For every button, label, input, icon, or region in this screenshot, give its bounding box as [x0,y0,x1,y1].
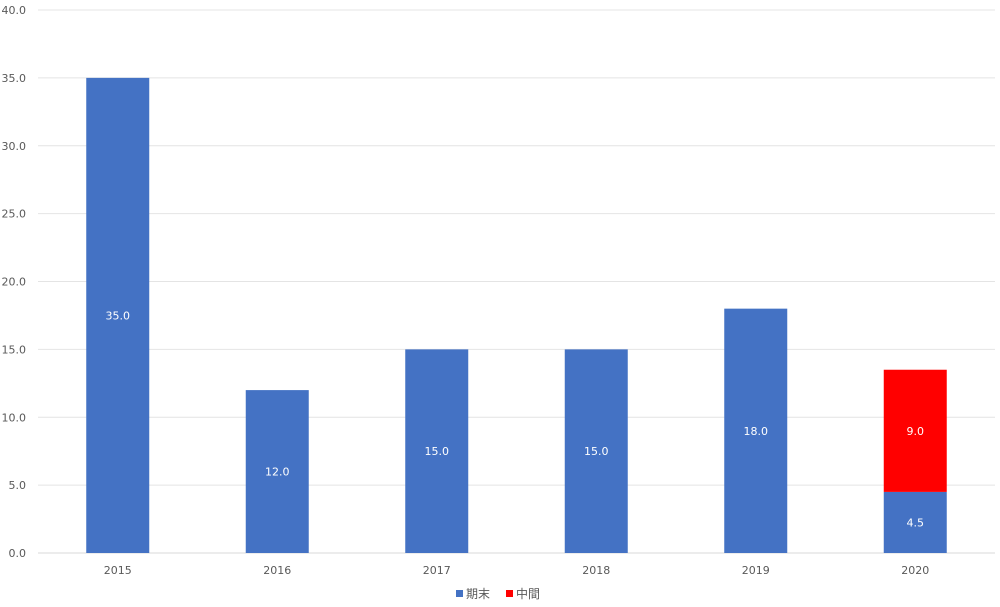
data-label: 15.0 [584,445,609,458]
bar-2020-series-0 [883,491,947,553]
bar-2015-series-0 [86,77,150,553]
data-label: 9.0 [907,425,925,438]
x-tick-label: 2017 [423,564,451,577]
y-axis-ticks: 0.0 5.0 10.0 15.0 20.0 25.0 30.0 35.0 40.0 [2,4,27,560]
legend-label: 期末 [466,587,490,601]
bar-2018-series-0 [564,349,628,553]
y-tick-label: 25.0 [2,208,27,221]
data-label: 12.0 [265,466,290,479]
bar-2017-series-0 [405,349,469,553]
bar-2019-series-0 [724,308,788,553]
data-label: 4.5 [907,516,925,529]
legend-swatch [456,590,463,597]
y-tick-label: 35.0 [2,72,27,85]
gridlines [38,9,995,554]
x-tick-label: 2016 [263,564,291,577]
y-tick-label: 5.0 [9,479,27,492]
legend-swatch [506,590,513,597]
bar-2016-series-0 [245,390,309,553]
y-tick-label: 0.0 [9,547,27,560]
y-tick-label: 40.0 [2,4,27,17]
x-tick-label: 2015 [104,564,132,577]
y-tick-label: 10.0 [2,411,27,424]
legend: 期末 中間 [456,586,540,601]
bars [86,77,947,553]
y-tick-label: 20.0 [2,276,27,289]
data-label: 35.0 [106,309,131,322]
data-label: 18.0 [744,425,769,438]
data-label: 15.0 [425,445,450,458]
y-tick-label: 30.0 [2,140,27,153]
x-tick-label: 2020 [901,564,929,577]
data-labels: 35.0 12.0 15.0 15.0 18.0 4.5 9.0 [106,309,925,529]
y-tick-label: 15.0 [2,343,27,356]
x-tick-label: 2019 [742,564,770,577]
x-tick-label: 2018 [582,564,610,577]
x-axis-ticks: 2015 2016 2017 2018 2019 2020 [104,564,930,577]
bar-2020-series-1 [883,369,947,492]
legend-label: 中間 [516,586,540,601]
